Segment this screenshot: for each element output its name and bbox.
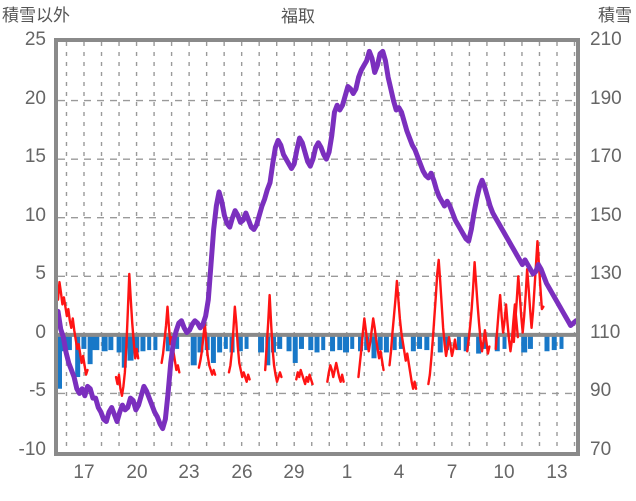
y-axis-tick-left: -5: [29, 380, 46, 402]
y-axis-tick-left: 0: [35, 321, 46, 343]
y-axis-tick-left: 20: [24, 87, 46, 109]
y-axis-tick-right: 170: [590, 146, 622, 168]
chart-title: 福取: [0, 2, 636, 27]
y-axis-tick-right: 150: [590, 204, 622, 226]
red-series-line: [58, 239, 545, 397]
x-axis-tick: 23: [178, 462, 200, 483]
y-axis-tick-right: 130: [590, 263, 622, 285]
x-axis-tick: 17: [73, 462, 95, 483]
grid-lines: [58, 42, 576, 452]
left-axis-title: 積雪以外: [2, 6, 70, 25]
y-axis-tick-left: 10: [24, 204, 46, 226]
plot-area: [54, 38, 580, 456]
x-axis-tick: 10: [493, 462, 515, 483]
x-axis-tick: 29: [283, 462, 305, 483]
chart-title-text: 福取: [281, 7, 315, 26]
y-axis-tick-right: 70: [590, 439, 612, 460]
y-axis-tick-left: 25: [24, 29, 46, 50]
x-axis-tick: 7: [446, 462, 458, 483]
y-axis-tick-left: 5: [35, 263, 46, 285]
x-axis-tick: 26: [231, 462, 253, 483]
y-axis-tick-left: -10: [18, 439, 46, 460]
right-axis-title: 積雪: [598, 6, 632, 25]
purple-series-line: [58, 48, 576, 432]
plot-inner: [58, 42, 576, 452]
zero-line: [58, 332, 576, 337]
y-axis-tick-left: 15: [24, 146, 46, 168]
x-axis-tick: 13: [546, 462, 568, 483]
y-axis-tick-right: 210: [590, 29, 622, 50]
x-axis-tick: 4: [393, 462, 405, 483]
x-axis-tick: 1: [341, 462, 353, 483]
x-axis-tick: 20: [126, 462, 148, 483]
y-axis-tick-right: 110: [590, 321, 621, 343]
y-axis-tick-right: 190: [590, 87, 622, 109]
y-axis-tick-right: 90: [590, 380, 612, 402]
